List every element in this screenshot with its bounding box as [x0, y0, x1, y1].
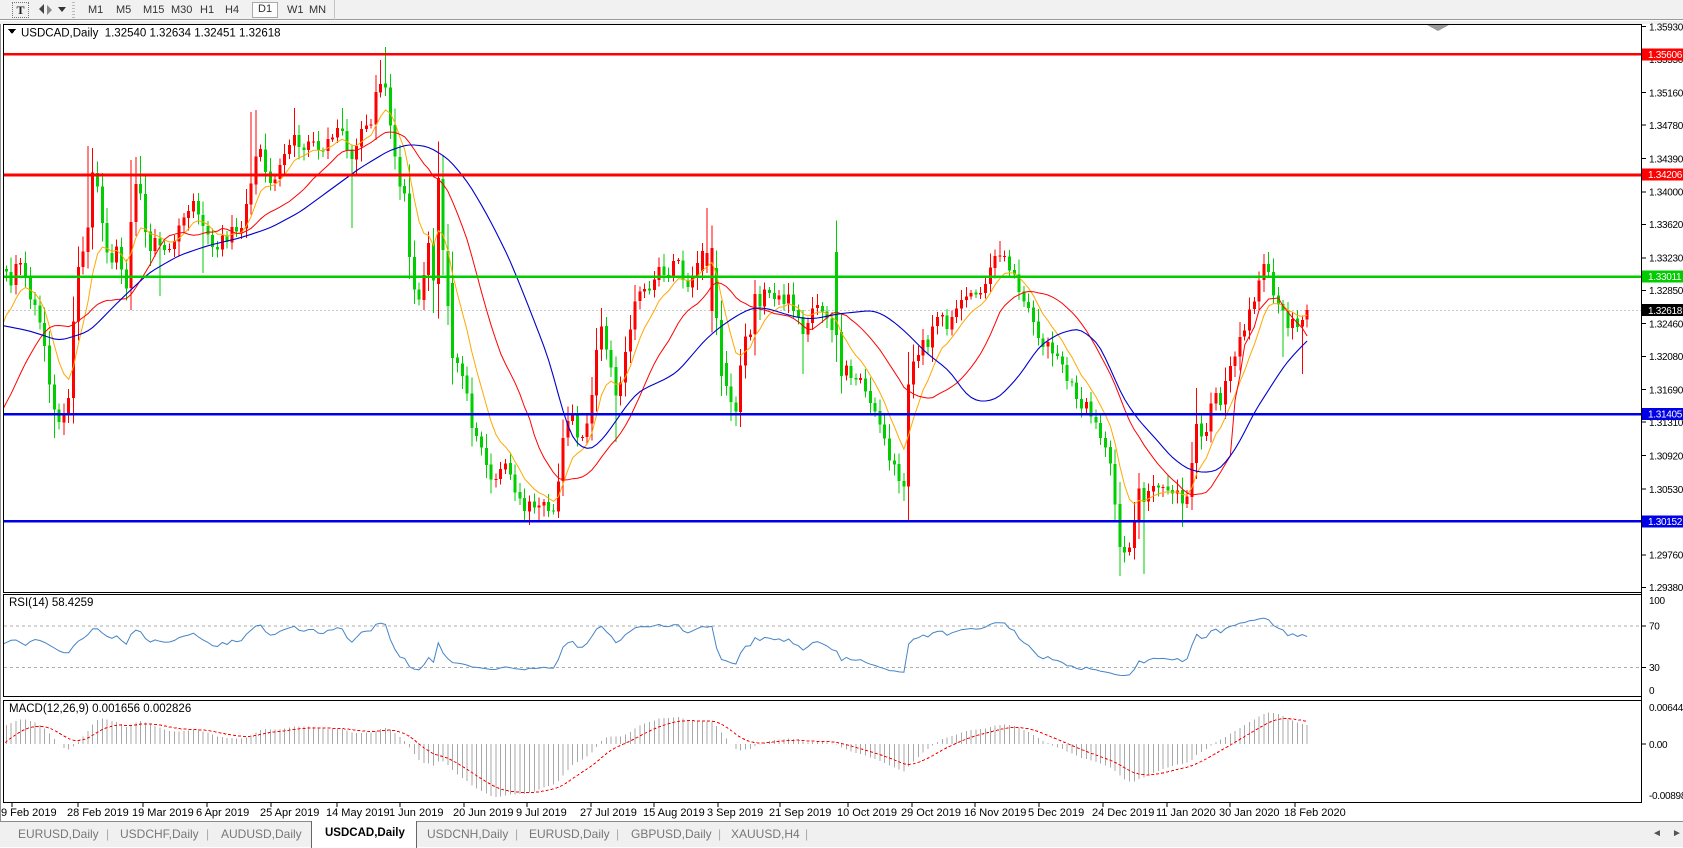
svg-text:MACD(12,26,9) 0.001656 0.00282: MACD(12,26,9) 0.001656 0.002826: [9, 703, 191, 715]
svg-text:3 Sep 2019: 3 Sep 2019: [707, 807, 763, 819]
svg-text:1.32618: 1.32618: [1648, 306, 1683, 317]
svg-text:14 May 2019: 14 May 2019: [326, 807, 390, 819]
svg-text:16 Nov 2019: 16 Nov 2019: [964, 807, 1026, 819]
svg-text:1.31405: 1.31405: [1648, 410, 1683, 421]
svg-text:1.30530: 1.30530: [1649, 485, 1683, 496]
svg-text:1.31690: 1.31690: [1649, 385, 1683, 396]
svg-text:1.34000: 1.34000: [1649, 188, 1683, 199]
svg-text:6 Apr 2019: 6 Apr 2019: [196, 807, 249, 819]
svg-text:30: 30: [1649, 663, 1660, 674]
svg-text:100: 100: [1649, 596, 1666, 607]
svg-text:1.35160: 1.35160: [1649, 88, 1683, 99]
svg-text:27 Jul 2019: 27 Jul 2019: [580, 807, 637, 819]
svg-text:1.32460: 1.32460: [1649, 320, 1683, 331]
svg-text:11 Jan 2020: 11 Jan 2020: [1156, 807, 1216, 819]
svg-text:25 Apr 2019: 25 Apr 2019: [260, 807, 319, 819]
svg-text:19 Mar 2019: 19 Mar 2019: [132, 807, 194, 819]
svg-text:1.33230: 1.33230: [1649, 254, 1683, 265]
svg-text:1.29760: 1.29760: [1649, 551, 1683, 562]
svg-text:9 Jul 2019: 9 Jul 2019: [516, 807, 567, 819]
svg-text:1.31310: 1.31310: [1649, 418, 1683, 429]
svg-text:24 Dec 2019: 24 Dec 2019: [1092, 807, 1154, 819]
svg-text:1.33011: 1.33011: [1648, 272, 1682, 283]
svg-text:1.34390: 1.34390: [1649, 154, 1683, 165]
svg-text:0.00: 0.00: [1649, 740, 1668, 751]
svg-text:9 Feb 2019: 9 Feb 2019: [1, 807, 57, 819]
svg-text:18 Feb 2020: 18 Feb 2020: [1284, 807, 1346, 819]
svg-text:1.33620: 1.33620: [1649, 220, 1683, 231]
svg-text:30 Jan 2020: 30 Jan 2020: [1219, 807, 1280, 819]
svg-text:5 Dec 2019: 5 Dec 2019: [1028, 807, 1084, 819]
svg-text:1.30152: 1.30152: [1648, 517, 1683, 528]
svg-text:29 Oct 2019: 29 Oct 2019: [901, 807, 961, 819]
svg-text:0: 0: [1649, 686, 1655, 697]
svg-text:20 Jun 2019: 20 Jun 2019: [453, 807, 514, 819]
svg-text:1.34780: 1.34780: [1649, 121, 1683, 132]
svg-text:1 Jun 2019: 1 Jun 2019: [389, 807, 443, 819]
svg-text:1.32080: 1.32080: [1649, 352, 1683, 363]
svg-text:1.29380: 1.29380: [1649, 583, 1683, 594]
svg-text:-0.008982: -0.008982: [1649, 791, 1683, 802]
svg-text:1.30920: 1.30920: [1649, 451, 1683, 462]
svg-text:1.32850: 1.32850: [1649, 286, 1683, 297]
svg-text:70: 70: [1649, 622, 1660, 633]
svg-text:21 Sep 2019: 21 Sep 2019: [769, 807, 831, 819]
svg-text:USDCAD,Daily 1.32540 1.32634: USDCAD,Daily 1.32540 1.32634 1.32451 1.3…: [21, 28, 281, 40]
svg-text:1.35930: 1.35930: [1649, 23, 1683, 34]
svg-text:15 Aug 2019: 15 Aug 2019: [643, 807, 705, 819]
svg-text:1.35606: 1.35606: [1648, 50, 1683, 61]
svg-text:1.35550: 1.35550: [1649, 55, 1683, 66]
svg-text:28 Feb 2019: 28 Feb 2019: [67, 807, 129, 819]
svg-text:10 Oct 2019: 10 Oct 2019: [837, 807, 897, 819]
svg-text:RSI(14) 58.4259: RSI(14) 58.4259: [9, 597, 93, 609]
svg-text:1.34206: 1.34206: [1648, 170, 1683, 181]
svg-text:0.006448: 0.006448: [1649, 703, 1683, 714]
